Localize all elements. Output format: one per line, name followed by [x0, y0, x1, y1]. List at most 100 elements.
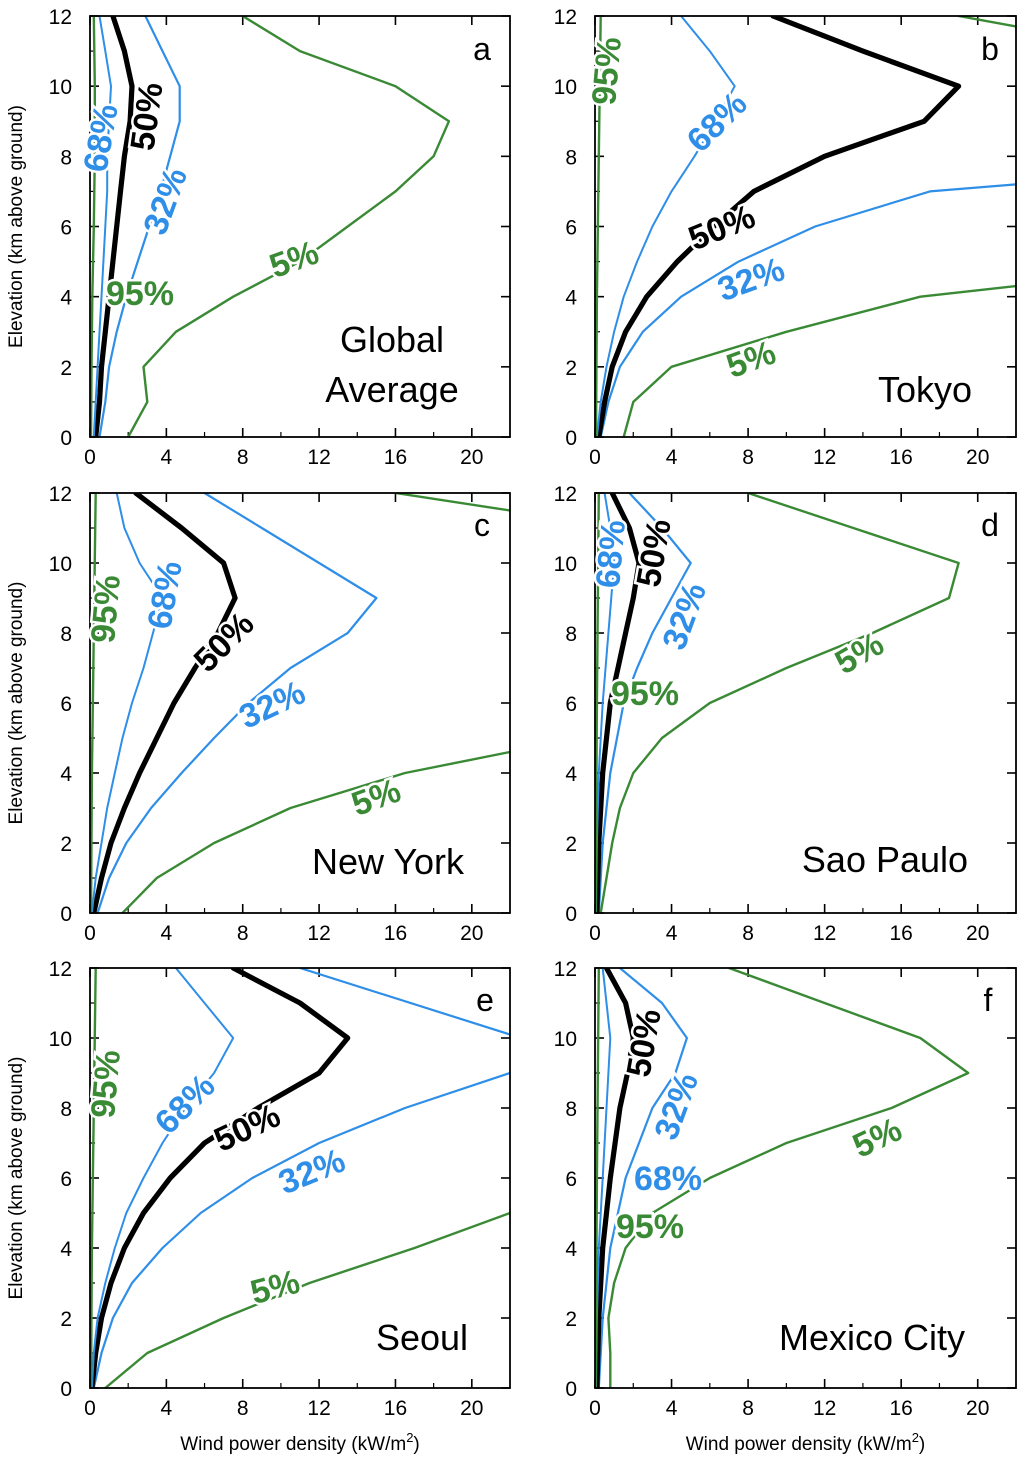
y-tick-label: 2 [60, 833, 72, 856]
x-tick-label: 8 [237, 446, 249, 469]
x-tick-label: 4 [666, 1397, 678, 1420]
x-tick-label: 20 [966, 922, 989, 945]
panel-letter: d [981, 507, 999, 543]
y-tick-label: 12 [554, 483, 577, 506]
y-tick-label: 0 [60, 427, 72, 450]
y-tick-label: 12 [554, 958, 577, 981]
series-line-p5 [624, 286, 1016, 437]
panel-a: 0 4 8 12 16 20 0 2 4 6 8 10 12 5% 32% 50%68% 95% a Global A… [6, 6, 510, 469]
x-tick-label: 8 [237, 1397, 249, 1420]
series-line-p5 [396, 493, 511, 511]
curve-label-p5: 5% [247, 1263, 304, 1312]
y-tick-label: 2 [60, 357, 72, 380]
y-tick-label: 2 [565, 1308, 577, 1331]
x-tick-label: 20 [966, 446, 989, 469]
x-tick-label: 16 [384, 446, 407, 469]
series-line-p5 [105, 1213, 510, 1388]
y-tick-label: 10 [554, 553, 577, 576]
x-tick-label: 4 [666, 922, 678, 945]
x-tick-label: 20 [460, 446, 483, 469]
x-tick-label: 0 [589, 446, 601, 469]
x-tick-label: 4 [161, 446, 173, 469]
x-tick-label: 20 [460, 1397, 483, 1420]
y-tick-label: 6 [60, 1168, 72, 1191]
y-tick-label: 2 [565, 833, 577, 856]
y-tick-label: 0 [60, 903, 72, 926]
x-axis-label: Wind power density (kW/m2) [180, 1430, 420, 1455]
y-axis-label: Elevation (km above ground) [6, 582, 27, 825]
x-tick-label: 12 [307, 922, 330, 945]
panel-title: Mexico City [779, 1317, 965, 1358]
x-tick-label: 20 [460, 922, 483, 945]
curve-label-p50: 50% [208, 1096, 286, 1159]
x-tick-label: 8 [237, 922, 249, 945]
curve-label-p50: 50% [124, 80, 171, 153]
series-line-p5 [959, 16, 1016, 27]
curve-label-p68: 68% [634, 1160, 702, 1198]
x-tick-label: 12 [307, 1397, 330, 1420]
series-line-p68 [92, 968, 233, 1388]
x-tick-label: 12 [813, 446, 836, 469]
panel-b: 0 4 8 12 16 200246810125%32%50%68%95% bTokyo [554, 6, 1016, 469]
x-tick-label: 16 [890, 1397, 913, 1420]
panel-title: Average [325, 369, 458, 410]
panel-e: 0 4 8 12 16 200246810125%32%50%68%95%eSeoulEl… [6, 958, 510, 1455]
x-tick-label: 0 [589, 922, 601, 945]
figure-panels: 0 4 8 12 16 200246810125%32%50%68%95%aGlobalA… [0, 0, 1024, 1468]
y-axis-label: Elevation (km above ground) [6, 1057, 27, 1300]
curve-label-p50: 50% [187, 605, 262, 680]
x-tick-label: 8 [742, 922, 754, 945]
x-tick-label: 4 [161, 922, 173, 945]
curve-label-p68: 68% [77, 101, 126, 175]
curve-label-p95: 95% [611, 675, 679, 713]
y-tick-label: 4 [565, 1238, 577, 1261]
curve-label-p32: 32% [273, 1141, 350, 1202]
curve-label-p5: 5% [347, 771, 406, 824]
panel-letter: f [984, 982, 993, 1018]
y-tick-label: 6 [565, 693, 577, 716]
x-axis-label: Wind power density (kW/m2) [686, 1430, 926, 1455]
y-tick-label: 2 [60, 1308, 72, 1331]
series-line-p50 [96, 16, 132, 437]
y-tick-label: 10 [49, 553, 72, 576]
curve-label-p95: 95% [585, 35, 629, 106]
x-tick-label: 0 [84, 922, 96, 945]
y-tick-label: 0 [565, 903, 577, 926]
panel-title: Sao Paulo [802, 839, 968, 880]
curve-label-p50: 50% [683, 197, 760, 258]
x-tick-label: 0 [84, 1397, 96, 1420]
curve-label-p68: 68% [680, 85, 755, 160]
panel-f: 0 4 8 12 16 200246810125%32%50%68%95%fMexico … [554, 958, 1016, 1455]
y-tick-label: 12 [554, 6, 577, 29]
x-tick-label: 20 [966, 1397, 989, 1420]
panel-letter: c [474, 507, 490, 543]
y-tick-label: 12 [49, 6, 72, 29]
series-line-p50 [94, 493, 235, 913]
curve-label-p5: 5% [265, 233, 324, 286]
curve-label-p32: 32% [713, 250, 790, 309]
curve-label-p68: 68% [141, 558, 190, 632]
y-tick-label: 8 [60, 623, 72, 646]
x-tick-label: 0 [84, 446, 96, 469]
y-axis-label: Elevation (km above ground) [6, 105, 27, 348]
y-tick-label: 4 [60, 1238, 72, 1261]
x-tick-label: 12 [813, 922, 836, 945]
x-tick-label: 12 [307, 446, 330, 469]
panel-title: Seoul [376, 1317, 468, 1358]
y-tick-label: 10 [49, 1028, 72, 1051]
x-tick-label: 8 [742, 1397, 754, 1420]
y-tick-label: 8 [565, 146, 577, 169]
curve-label-p68: 68% [589, 518, 633, 589]
curve-label-p5: 5% [829, 625, 891, 682]
y-tick-label: 10 [554, 1028, 577, 1051]
curve-label-p5: 5% [722, 333, 781, 386]
panel-letter: a [473, 31, 491, 67]
x-tick-label: 16 [384, 1397, 407, 1420]
panel-title: New York [312, 841, 465, 882]
x-tick-label: 16 [890, 922, 913, 945]
y-tick-label: 8 [565, 623, 577, 646]
y-tick-label: 6 [60, 693, 72, 716]
y-tick-label: 0 [60, 1378, 72, 1401]
